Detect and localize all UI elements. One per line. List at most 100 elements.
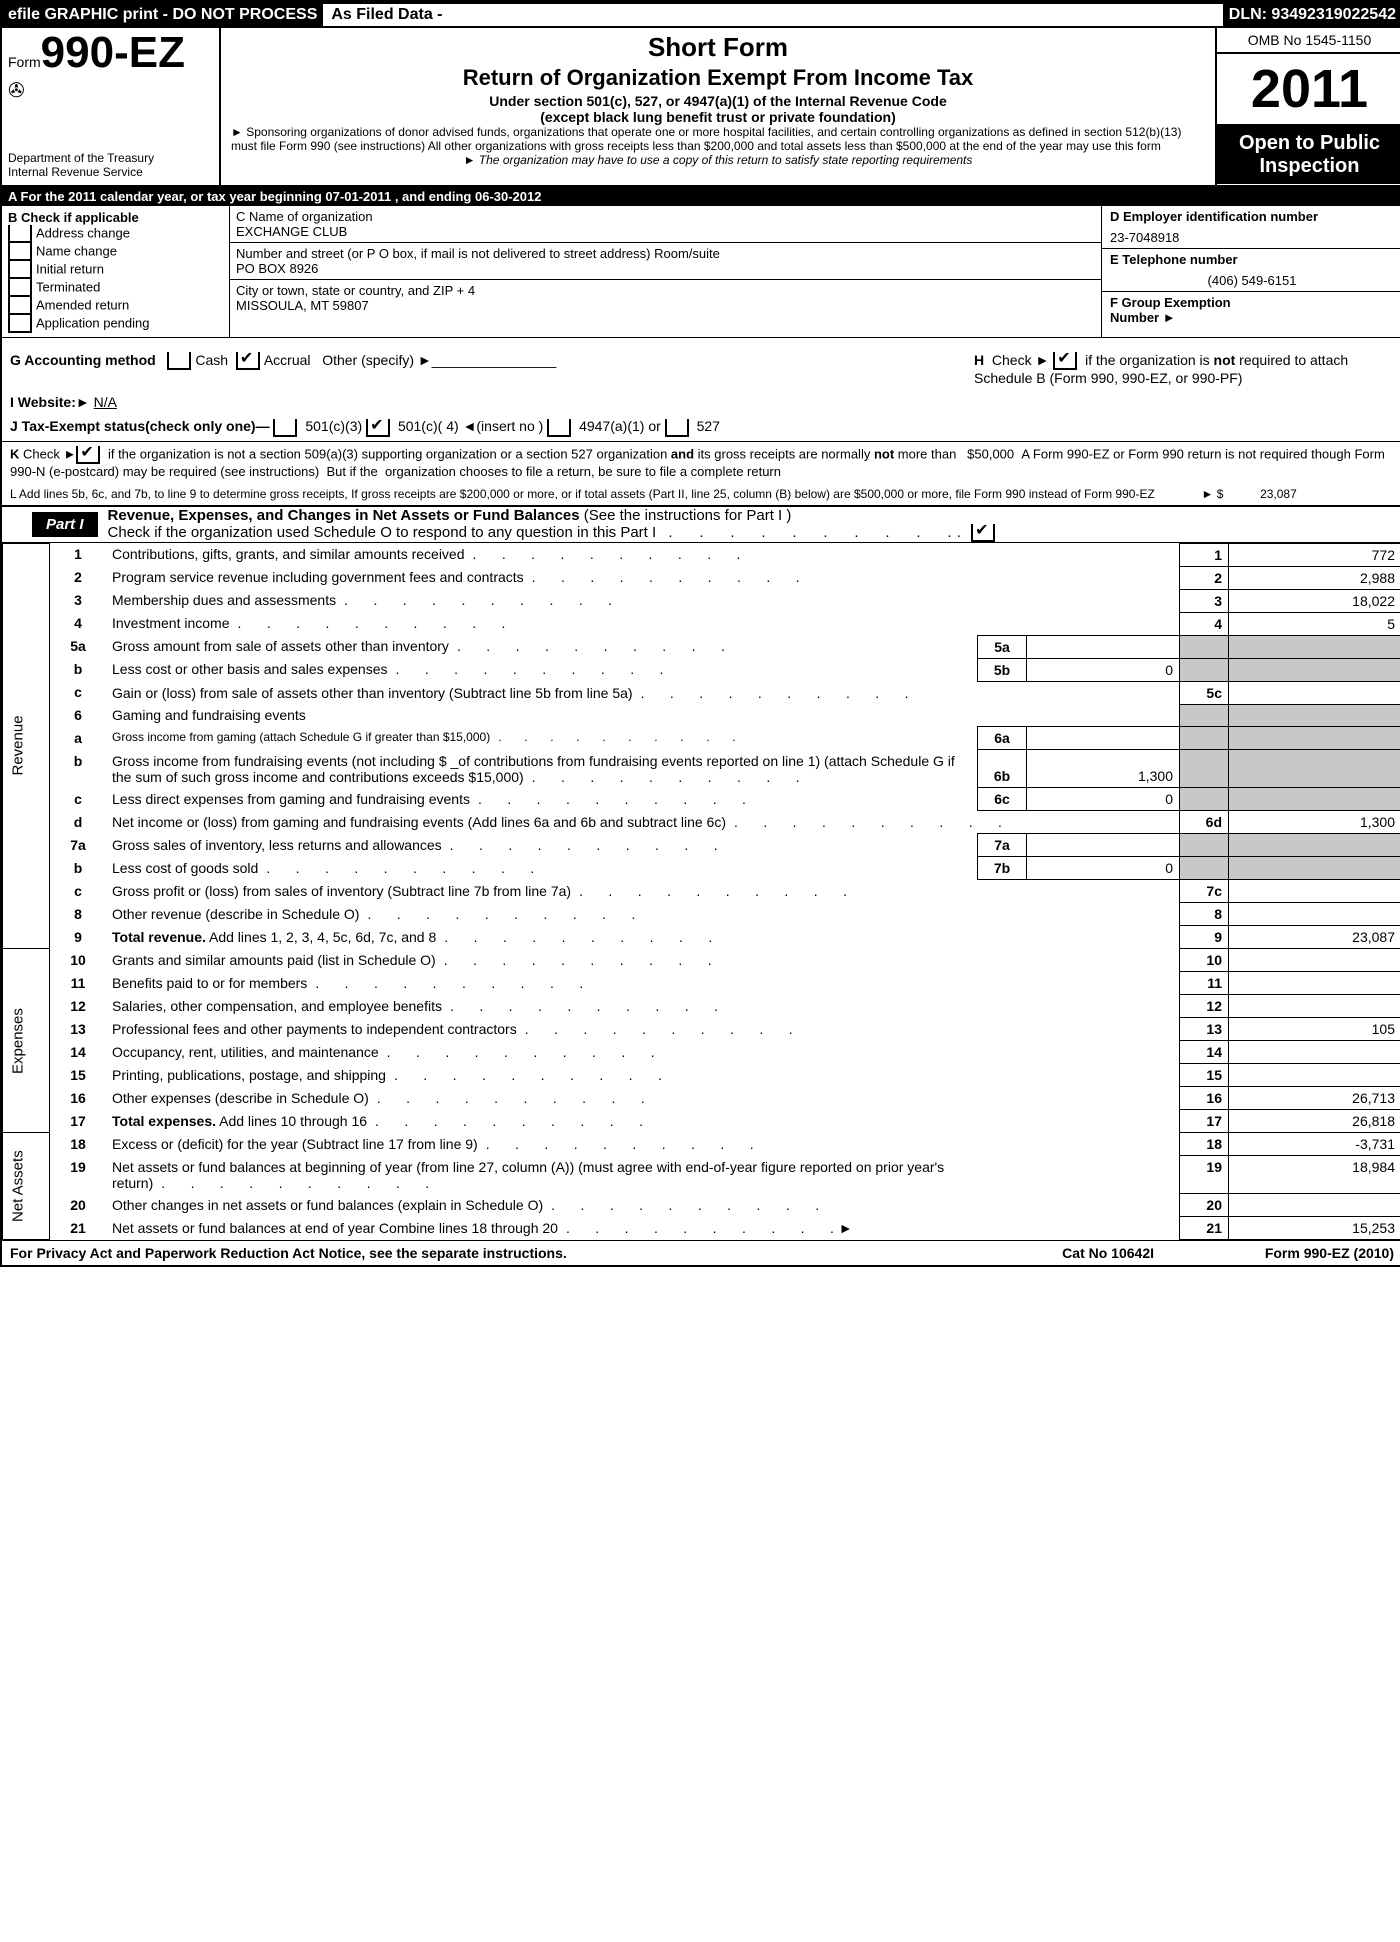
cash-checkbox[interactable]: [167, 352, 191, 370]
line-desc: Other revenue (describe in Schedule O): [106, 903, 1180, 926]
right-val-grey: [1229, 727, 1400, 750]
footer-catno: Cat No 10642I: [1062, 1245, 1154, 1261]
row-l: L Add lines 5b, 6c, and 7b, to line 9 to…: [2, 483, 1400, 505]
line-desc: Program service revenue including govern…: [106, 566, 1180, 589]
top-bar: efile GRAPHIC print - DO NOT PROCESS As …: [2, 2, 1400, 28]
right-line-number: 2: [1180, 566, 1229, 589]
colb-item: Application pending: [8, 315, 223, 333]
title-short-form: Short Form: [231, 32, 1205, 63]
table-row: 20Other changes in net assets or fund ba…: [3, 1194, 1400, 1217]
checkbox[interactable]: [8, 261, 32, 279]
part1-title: Revenue, Expenses, and Changes in Net As…: [108, 507, 580, 524]
right-line-number: 7c: [1180, 880, 1229, 903]
colb-item: Amended return: [8, 297, 223, 315]
line-desc: Gross income from gaming (attach Schedul…: [106, 727, 978, 750]
line-number: 8: [50, 903, 107, 926]
subtitle-1: Under section 501(c), 527, or 4947(a)(1)…: [231, 93, 1205, 109]
part1-check-text: Check if the organization used Schedule …: [108, 524, 657, 541]
right-line-number: 1: [1180, 543, 1229, 566]
line-desc: Net assets or fund balances at beginning…: [106, 1156, 1180, 1194]
line-desc: Gross amount from sale of assets other t…: [106, 635, 978, 658]
table-row: 5aGross amount from sale of assets other…: [3, 635, 1400, 658]
colb-item: Address change: [8, 225, 223, 243]
right-line-number: 3: [1180, 589, 1229, 612]
sub-line-number: 6c: [978, 788, 1027, 811]
dept-irs: Internal Revenue Service: [8, 165, 213, 179]
table-row: Revenue1Contributions, gifts, grants, an…: [3, 543, 1400, 566]
table-row: 11Benefits paid to or for members11: [3, 972, 1400, 995]
table-row: bLess cost of goods sold7b0: [3, 857, 1400, 880]
form-page: efile GRAPHIC print - DO NOT PROCESS As …: [0, 0, 1400, 1267]
side-label: Revenue: [3, 543, 50, 949]
c-label: C Name of organization: [236, 209, 1095, 224]
h-checkbox[interactable]: [1053, 352, 1077, 370]
part1-header: Part I Revenue, Expenses, and Changes in…: [2, 505, 1400, 543]
line-desc: Other expenses (describe in Schedule O): [106, 1087, 1180, 1110]
table-row: cLess direct expenses from gaming and fu…: [3, 788, 1400, 811]
table-row: 8Other revenue (describe in Schedule O)8: [3, 903, 1400, 926]
sub-line-value: [1027, 727, 1180, 750]
open-public: Open to Public: [1221, 132, 1398, 155]
right-line-value: [1229, 903, 1400, 926]
right-line-number: 17: [1180, 1110, 1229, 1133]
right-line-value: [1229, 949, 1400, 972]
sub-line-value: 0: [1027, 658, 1180, 681]
table-row: 14Occupancy, rent, utilities, and mainte…: [3, 1041, 1400, 1064]
right-num-grey: [1180, 658, 1229, 681]
col-d: D Employer identification number 23-7048…: [1102, 206, 1400, 337]
sub-line-number: 6b: [978, 750, 1027, 788]
right-num-grey: [1180, 635, 1229, 658]
table-row: 17Total expenses. Add lines 10 through 1…: [3, 1110, 1400, 1133]
line-number: 10: [50, 949, 107, 972]
line-number: c: [50, 788, 107, 811]
right-line-value: [1229, 681, 1400, 704]
row-j: J Tax-Exempt status(check only one)— 501…: [2, 414, 1400, 441]
line-desc: Excess or (deficit) for the year (Subtra…: [106, 1133, 1180, 1156]
right-val-grey: [1229, 750, 1400, 788]
header-note-1: ► Sponsoring organizations of donor advi…: [231, 125, 1205, 153]
checkbox[interactable]: [8, 243, 32, 261]
right-line-number: 16: [1180, 1087, 1229, 1110]
right-line-value: [1229, 880, 1400, 903]
checkbox[interactable]: [8, 279, 32, 297]
checkbox[interactable]: [8, 225, 32, 243]
side-label: Expenses: [3, 949, 50, 1133]
right-line-value: 2,988: [1229, 566, 1400, 589]
j-501c-checkbox[interactable]: [366, 419, 390, 437]
j-4947-checkbox[interactable]: [547, 419, 571, 437]
line-desc: Membership dues and assessments: [106, 589, 1180, 612]
section-bcd: B Check if applicable Address changeName…: [2, 206, 1400, 338]
line-number: 5a: [50, 635, 107, 658]
right-num-grey: [1180, 727, 1229, 750]
line-number: 7a: [50, 834, 107, 857]
col-b-title: B Check if applicable: [8, 210, 223, 225]
line-number: 9: [50, 926, 107, 949]
line-desc: Occupancy, rent, utilities, and maintena…: [106, 1041, 1180, 1064]
right-line-value: 105: [1229, 1018, 1400, 1041]
dept-treasury: Department of the Treasury: [8, 151, 213, 165]
k-checkbox[interactable]: [76, 446, 100, 464]
row-a-tax-year: A For the 2011 calendar year, or tax yea…: [2, 187, 1400, 206]
accrual-checkbox[interactable]: [236, 352, 260, 370]
form-prefix: Form: [8, 54, 41, 70]
right-line-value: 18,022: [1229, 589, 1400, 612]
right-line-value: 23,087: [1229, 926, 1400, 949]
j-527-checkbox[interactable]: [665, 419, 689, 437]
line-desc: Total revenue. Add lines 1, 2, 3, 4, 5c,…: [106, 926, 1180, 949]
row-i: I Website:► N/A: [2, 390, 1400, 414]
right-line-number: 21: [1180, 1217, 1229, 1240]
right-line-value: [1229, 972, 1400, 995]
line-desc: Investment income: [106, 612, 1180, 635]
j-501c3-checkbox[interactable]: [273, 419, 297, 437]
asfiled-label: As Filed Data -: [325, 4, 1222, 26]
right-line-value: 18,984: [1229, 1156, 1400, 1194]
sub-line-number: 7a: [978, 834, 1027, 857]
part1-checkbox[interactable]: [971, 524, 995, 542]
right-line-number: 15: [1180, 1064, 1229, 1087]
header-left: Form990-EZ ✇ Department of the Treasury …: [2, 28, 221, 185]
right-line-number: 13: [1180, 1018, 1229, 1041]
checkbox[interactable]: [8, 315, 32, 333]
right-num-grey: [1180, 750, 1229, 788]
checkbox[interactable]: [8, 297, 32, 315]
line-desc: Less cost of goods sold: [106, 857, 978, 880]
